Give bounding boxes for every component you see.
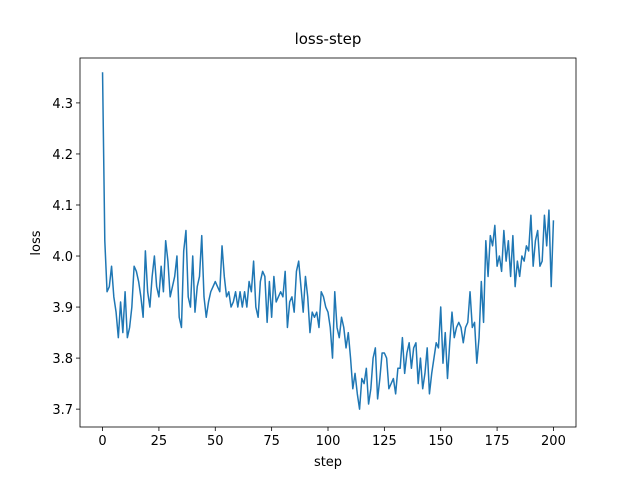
y-axis-label: loss xyxy=(29,230,44,255)
x-tick-label: 125 xyxy=(372,434,397,449)
x-tick-label: 0 xyxy=(98,434,106,449)
y-tick-label: 4.1 xyxy=(52,199,73,214)
plot-frame xyxy=(79,57,577,428)
x-tick-label: 200 xyxy=(541,434,566,449)
x-tick-label: 100 xyxy=(316,434,341,449)
x-axis-label: step xyxy=(314,455,342,470)
chart-title: loss-step xyxy=(295,30,362,48)
x-tick-label: 150 xyxy=(428,434,453,449)
x-tick-label: 50 xyxy=(207,434,224,449)
x-tick-label: 75 xyxy=(263,434,280,449)
x-tick-label: 175 xyxy=(485,434,510,449)
y-tick-label: 3.7 xyxy=(52,403,73,418)
y-tick-label: 3.8 xyxy=(52,352,73,367)
x-tick-label: 25 xyxy=(151,434,168,449)
loss-line xyxy=(101,72,555,410)
y-tick-label: 4.3 xyxy=(52,97,73,112)
y-tick-label: 3.9 xyxy=(52,301,73,316)
y-tick-label: 4.0 xyxy=(52,250,73,265)
y-tick-label: 4.2 xyxy=(52,148,73,163)
